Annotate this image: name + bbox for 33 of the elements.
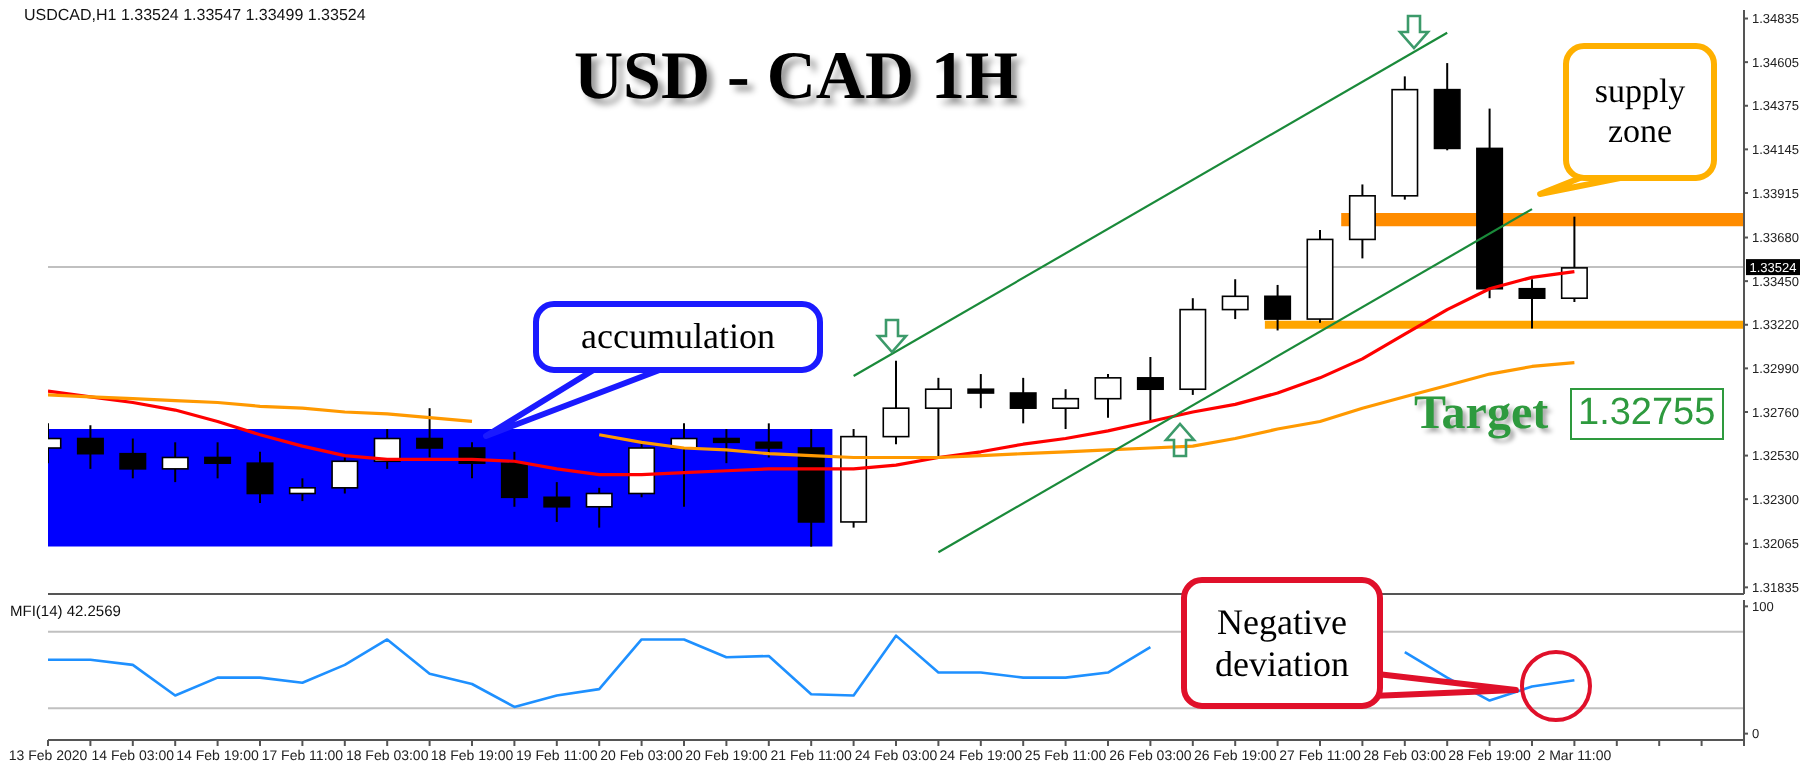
- candlestick: [1094, 373, 1122, 419]
- candlestick: [1221, 278, 1249, 321]
- candlestick: [924, 376, 952, 459]
- candlestick: [204, 441, 232, 480]
- annotation: Negative deviation: [1213, 599, 1351, 687]
- candlestick: [755, 422, 783, 459]
- candlestick: [1009, 376, 1037, 425]
- annotation: 1.32755: [1570, 388, 1724, 440]
- candlestick: [76, 424, 104, 470]
- candlestick: [1348, 183, 1376, 260]
- candlestick: [543, 481, 571, 523]
- chart-title: USD - CAD 1H: [574, 40, 1018, 116]
- candlestick: [1518, 278, 1546, 330]
- candlestick: [1136, 355, 1164, 423]
- candlestick: [1264, 283, 1292, 332]
- candlestick: [882, 359, 910, 446]
- annotation: accumulation: [579, 314, 777, 361]
- candlestick: [1052, 388, 1080, 431]
- candlestick: [1560, 215, 1588, 303]
- candlestick: [161, 441, 189, 484]
- candlestick: [416, 407, 444, 459]
- chart-subtitle: USDCAD,H1 1.33524 1.33547 1.33499 1.33524: [24, 6, 366, 24]
- candlestick: [288, 477, 316, 503]
- candlestick: [967, 373, 995, 410]
- candlestick: [119, 437, 147, 480]
- candlestick: [712, 428, 740, 465]
- candlestick: [585, 486, 613, 529]
- candlestick: [500, 450, 528, 508]
- annotation: supply zone: [1592, 70, 1688, 154]
- candlestick: [628, 441, 656, 499]
- candlestick: [246, 450, 274, 504]
- annotation: Target: [1414, 386, 1549, 444]
- candlestick: [331, 456, 359, 495]
